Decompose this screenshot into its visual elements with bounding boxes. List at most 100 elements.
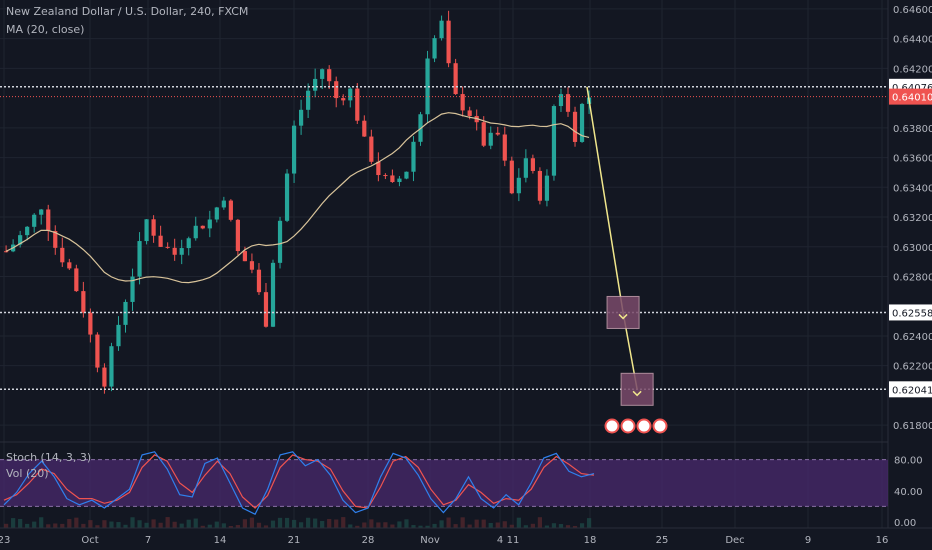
- candle-body: [306, 90, 311, 110]
- volume-bar: [172, 521, 177, 528]
- stochastic-lines: [3, 451, 595, 516]
- ma-legend: MA (20, close): [6, 23, 85, 36]
- volume-bar: [530, 523, 535, 528]
- time-tick-label: 14: [214, 535, 227, 546]
- candle-body: [165, 246, 170, 248]
- volume-bar: [221, 523, 226, 528]
- current-price-label: 0.64010: [892, 93, 932, 104]
- volume-bar: [306, 517, 311, 528]
- candle-body: [214, 207, 219, 220]
- time-tick-label: 25: [656, 535, 669, 546]
- candle-body: [404, 171, 409, 179]
- candle-body: [355, 88, 360, 121]
- level-price-tag: [889, 304, 932, 321]
- stoch-d-line: [3, 454, 595, 509]
- candle-body: [193, 225, 198, 239]
- volume-bar: [446, 517, 451, 528]
- volume-bar: [130, 517, 135, 528]
- volume-bar: [74, 517, 79, 528]
- time-tick-label: 4: [497, 535, 503, 546]
- candle-body: [81, 291, 86, 313]
- volume-bar: [4, 523, 9, 528]
- candle-body: [221, 200, 226, 208]
- volume-bar: [291, 519, 297, 528]
- candle-body: [172, 247, 177, 255]
- volume-bar: [249, 517, 255, 528]
- price-axis: 0.64600 0.64400 0.64200 0.63800 0.63600 0.634…: [893, 5, 932, 529]
- stoch-tick-label: 40.00: [894, 487, 923, 498]
- volume-bar: [495, 522, 500, 528]
- symbol-title: New Zealand Dollar / U.S. Dollar, 240, F…: [6, 5, 249, 18]
- price-tick-label: 0.62200: [893, 362, 932, 373]
- candle-body: [460, 94, 465, 111]
- event-badges[interactable]: [604, 418, 668, 434]
- candle-body: [144, 219, 149, 242]
- candle-body: [256, 269, 262, 293]
- candle-body: [530, 158, 535, 171]
- price-tick-label: 0.61800: [893, 421, 932, 432]
- volume-bar: [313, 518, 318, 528]
- candle-body: [291, 125, 297, 174]
- volume-bar: [467, 524, 472, 528]
- volume-bar: [95, 525, 100, 528]
- volume-bar: [488, 522, 493, 528]
- candle-body: [453, 63, 458, 95]
- candle-body: [537, 170, 543, 201]
- candle-body: [123, 301, 128, 325]
- stoch-legend: Stoch (14, 3, 3): [6, 451, 92, 464]
- volume-bar: [523, 525, 528, 528]
- candle-body: [320, 69, 325, 79]
- volume-bar: [228, 525, 233, 528]
- price-tick-label: 0.63000: [893, 243, 932, 254]
- candle-body: [523, 158, 528, 178]
- volume-bar: [460, 517, 465, 528]
- time-tick-label: 28: [362, 535, 375, 546]
- time-tick-label: 7: [145, 535, 151, 546]
- horizontal-levels[interactable]: 0.64076 0.62558 0.62041 0.64010: [0, 78, 932, 398]
- candle-body: [502, 134, 507, 161]
- volume-bar: [60, 523, 65, 528]
- time-tick-label: 16: [876, 535, 889, 546]
- volume-bar: [355, 525, 360, 528]
- volume-bar: [299, 522, 304, 528]
- volume-bar: [453, 524, 458, 528]
- volume-bar: [186, 519, 191, 528]
- volume-bar: [481, 519, 486, 528]
- candle-body: [228, 200, 233, 220]
- volume-bar: [32, 521, 37, 528]
- price-tick-label: 0.64600: [893, 5, 932, 16]
- volume-bar: [544, 525, 550, 528]
- event-badge-icon: [636, 418, 652, 434]
- candle-body: [235, 219, 240, 252]
- candle-body: [18, 235, 23, 245]
- volume-bar: [11, 518, 16, 528]
- vol-legend: Vol (20): [6, 467, 49, 480]
- volume-bar: [165, 517, 170, 528]
- volume-bar: [334, 519, 339, 528]
- volume-bar: [579, 523, 585, 528]
- ma-line: [5, 112, 590, 284]
- price-tick-label: 0.63400: [893, 183, 932, 194]
- projection-segment: [586, 86, 624, 313]
- volume-bar: [53, 523, 58, 528]
- event-badge-icon: [620, 418, 636, 434]
- volume-bar: [67, 519, 72, 528]
- volume-bar: [151, 519, 156, 528]
- projection-path[interactable]: [586, 86, 654, 406]
- target-box: [606, 295, 640, 329]
- time-tick-label: 21: [288, 535, 301, 546]
- candle-body: [200, 225, 205, 229]
- candle-body: [207, 219, 212, 229]
- stoch-k-line: [3, 451, 595, 516]
- candle-body: [369, 136, 374, 162]
- volume-bar: [123, 524, 128, 528]
- arrow-down-icon: [618, 313, 628, 320]
- candle-body: [551, 106, 557, 176]
- volume-bar: [320, 521, 325, 528]
- volume-bar: [516, 517, 521, 528]
- candle-body: [432, 38, 437, 59]
- volume-bar: [214, 521, 219, 528]
- volume-bar: [565, 525, 571, 528]
